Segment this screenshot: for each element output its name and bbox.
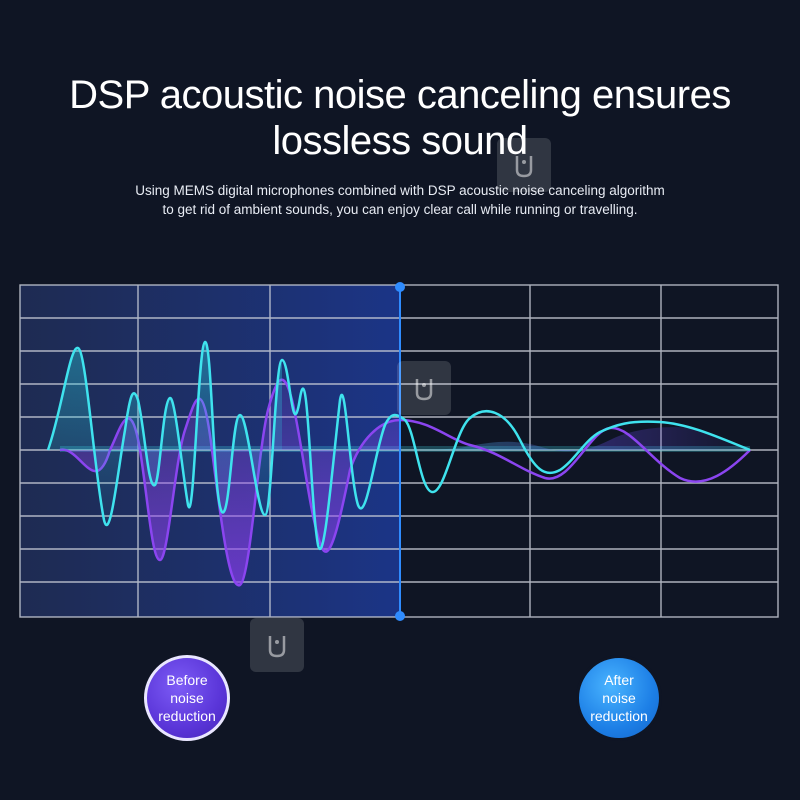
headline-line-1: DSP acoustic noise canceling ensures — [69, 73, 731, 117]
cyan-wave-fill — [48, 341, 282, 525]
headline: DSP acoustic noise canceling ensures los… — [0, 72, 800, 164]
before-badge-line-1: Before — [166, 672, 208, 688]
headline-line-2: lossless sound — [272, 119, 528, 163]
watermark-logo-icon — [497, 138, 551, 192]
watermark-logo-icon — [250, 618, 304, 672]
watermark-logo-icon — [397, 361, 451, 415]
divider-handle-top — [395, 282, 405, 292]
after-badge-line-2: noise — [602, 690, 636, 706]
before-badge-line-2: noise — [170, 690, 204, 706]
baseline-band — [60, 446, 750, 452]
after-badge-line-3: reduction — [590, 708, 648, 724]
subtitle-line-2: to get rid of ambient sounds, you can en… — [162, 202, 638, 217]
divider-handle-bottom — [395, 611, 405, 621]
subtitle: Using MEMS digital microphones combined … — [0, 181, 800, 219]
cyan-wave-line — [46, 340, 751, 550]
subtitle-line-1: Using MEMS digital microphones combined … — [135, 183, 665, 198]
before-badge-line-3: reduction — [158, 708, 216, 724]
after-noise-reduction-badge: After noise reduction — [576, 655, 662, 741]
after-wave-fill — [400, 427, 750, 452]
before-noise-reduction-badge: Before noise reduction — [144, 655, 230, 741]
after-badge-line-1: After — [604, 672, 634, 688]
